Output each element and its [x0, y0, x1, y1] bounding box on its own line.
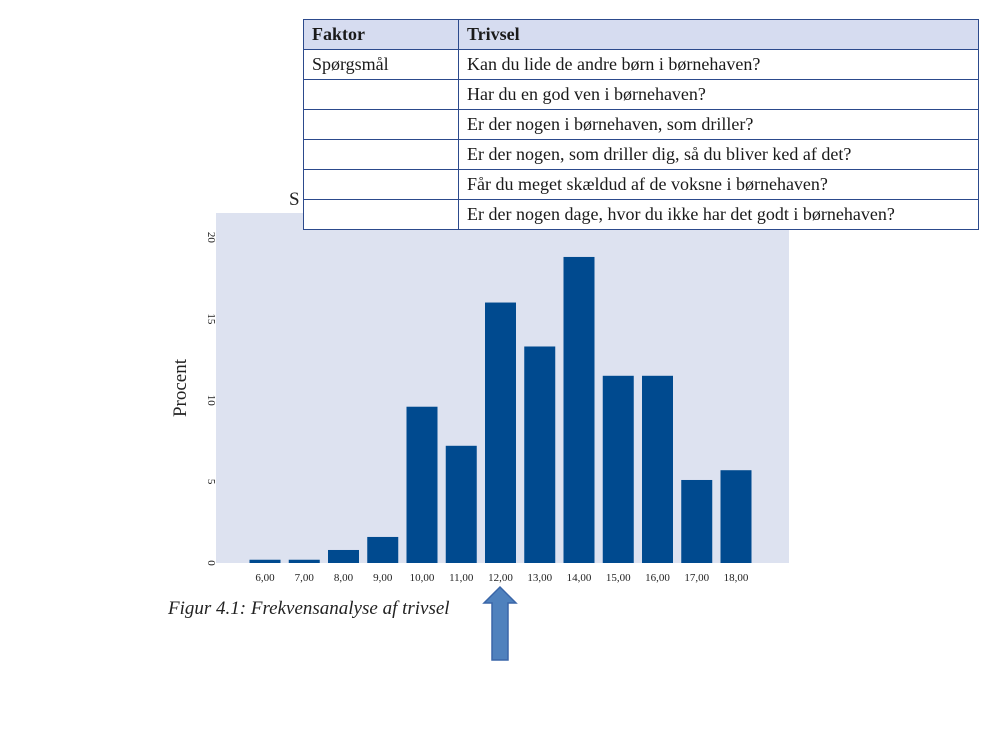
bar [445, 445, 477, 563]
table-row: Har du en god ven i børnehaven? [303, 79, 979, 110]
x-tick-label: 17,00 [684, 572, 709, 584]
bar [406, 406, 438, 563]
table-row: Spørgsmål Kan du lide de andre børn i bø… [303, 49, 979, 80]
table-cell-factor [303, 79, 459, 110]
table-cell-question: Kan du lide de andre børn i børnehaven? [458, 49, 979, 80]
table-cell-factor [303, 109, 459, 140]
x-tick-label: 9,00 [373, 572, 393, 584]
bar [563, 256, 595, 563]
table-cell-factor [303, 169, 459, 200]
bar [249, 559, 281, 563]
bar [720, 470, 752, 563]
x-tick-label: 13,00 [527, 572, 552, 584]
bar [328, 549, 359, 563]
y-tick-label: 15 [205, 313, 217, 325]
figure-caption: Figur 4.1: Frekvensanalyse af trivsel [168, 598, 450, 619]
bar [642, 375, 673, 563]
header-faktor: Faktor [303, 19, 459, 50]
bar [288, 559, 320, 563]
table-cell-question: Er der nogen i børnehaven, som driller? [458, 109, 979, 140]
table-row: Er der nogen i børnehaven, som driller? [303, 109, 979, 140]
table-cell-factor [303, 199, 459, 230]
x-tick-label: 8,00 [334, 572, 354, 584]
x-tick-label: 16,00 [645, 572, 670, 584]
table-cell-factor [303, 139, 459, 170]
x-tick-label: 11,00 [449, 572, 474, 584]
table-row: Er der nogen dage, hvor du ikke har det … [303, 199, 979, 230]
bar [485, 302, 516, 563]
table-row: Får du meget skældud af de voksne i børn… [303, 169, 979, 200]
y-tick-label: 10 [205, 395, 217, 407]
bar [681, 479, 713, 563]
x-tick-label: 14,00 [567, 572, 592, 584]
bar [367, 536, 399, 563]
table-row: Er der nogen, som driller dig, så du bli… [303, 139, 979, 170]
table-cell-question: Har du en god ven i børnehaven? [458, 79, 979, 110]
y-axis-title: Procent [170, 358, 191, 417]
bar [524, 346, 556, 563]
x-tick-label: 18,00 [724, 572, 749, 584]
x-tick-label: 6,00 [255, 572, 275, 584]
arrow-annotation [482, 585, 518, 661]
table-header-row: Faktor Trivsel [303, 19, 979, 50]
table-cell-question: Er der nogen dage, hvor du ikke har det … [458, 199, 979, 230]
table-cell-question: Er der nogen, som driller dig, så du bli… [458, 139, 979, 170]
x-tick-label: 12,00 [488, 572, 513, 584]
y-tick-label: 5 [205, 479, 217, 485]
factor-table: Faktor Trivsel Spørgsmål Kan du lide de … [303, 19, 979, 230]
x-tick-label: 7,00 [295, 572, 315, 584]
up-arrow-icon [482, 585, 518, 661]
y-tick-label: 0 [205, 560, 217, 566]
x-tick-label: 15,00 [606, 572, 631, 584]
x-tick-label: 10,00 [410, 572, 435, 584]
table-cell-question: Får du meget skældud af de voksne i børn… [458, 169, 979, 200]
chart-title-fragment: S [289, 189, 300, 210]
table-cell-factor: Spørgsmål [303, 49, 459, 80]
header-trivsel: Trivsel [458, 19, 979, 50]
y-tick-label: 20 [205, 232, 217, 244]
bar [602, 375, 634, 563]
